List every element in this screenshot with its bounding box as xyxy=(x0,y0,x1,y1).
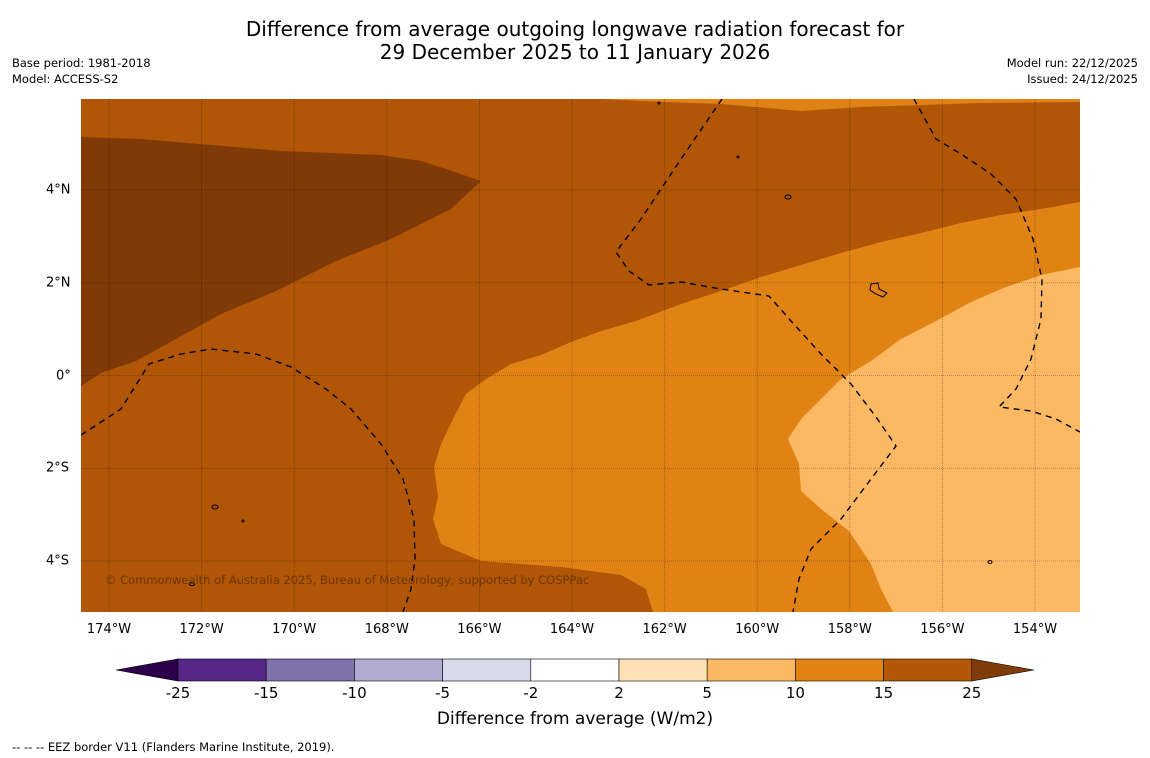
y-tick-label: 0° xyxy=(56,368,71,383)
colorbar-label: -15 xyxy=(253,684,279,702)
x-tick-label: 166°W xyxy=(457,622,502,637)
islands xyxy=(189,101,993,586)
eez-borders xyxy=(81,99,1080,612)
y-tick-label: 4°S xyxy=(46,553,70,569)
issued-date: Issued: 24/12/2025 xyxy=(1027,72,1138,86)
y-tick-label: 2°N xyxy=(46,275,71,291)
colorbar-swatch xyxy=(442,658,532,682)
colorbar-label: -10 xyxy=(342,684,367,702)
x-tick-label: 170°W xyxy=(272,622,317,637)
eez-border-1 xyxy=(81,348,416,612)
title-line-1: Difference from average outgoing longwav… xyxy=(245,17,905,41)
x-tick-label: 164°W xyxy=(549,622,595,637)
island-4 xyxy=(189,582,195,586)
base-period: Base period: 1981-2018 xyxy=(12,56,151,70)
x-tick-label: 168°W xyxy=(364,622,409,637)
colorbar-swatch xyxy=(265,658,355,682)
colorbar-label: -25 xyxy=(165,684,191,702)
footer-legend: -- -- -- EEZ border V11 (Flanders Marine… xyxy=(12,740,335,754)
y-tick-label: 2°S xyxy=(46,460,70,476)
island-5 xyxy=(987,560,993,564)
colorbar-label: 5 xyxy=(702,684,712,702)
eez-border-2 xyxy=(615,99,897,612)
model-run: Model run: 22/12/2025 xyxy=(1006,56,1138,70)
x-tick-label: 172°W xyxy=(179,622,224,637)
colorbar-label: 10 xyxy=(785,684,805,702)
region-25-plus xyxy=(81,137,481,386)
colorbar-label: 15 xyxy=(874,684,894,702)
colorbar-swatch xyxy=(530,658,620,682)
island-1 xyxy=(784,194,792,200)
colorbar-swatch xyxy=(795,658,884,682)
map-panel[interactable]: © Commonwealth of Australia 2025, Bureau… xyxy=(81,99,1080,612)
island-6 xyxy=(736,155,740,159)
title-line-2: 29 December 2025 to 11 January 2026 xyxy=(379,40,771,64)
colorbar-under-arrow xyxy=(115,658,179,682)
colorbar-label: 2 xyxy=(614,684,624,702)
island-2 xyxy=(869,282,888,298)
map-canvas xyxy=(81,99,1080,612)
y-tick-label: 4°N xyxy=(46,182,71,198)
colorbar-swatch xyxy=(354,658,443,682)
x-tick-label: 160°W xyxy=(735,622,780,637)
meta-left: Base period: 1981-2018 Model: ACCESS-S2 xyxy=(12,55,151,87)
colorbar-title: Difference from average (W/m2) xyxy=(436,709,714,729)
colorbar-label: 25 xyxy=(962,684,982,702)
x-tick-label: 154°W xyxy=(1012,622,1058,637)
meta-right: Model run: 22/12/2025 Issued: 24/12/2025 xyxy=(1007,55,1138,87)
x-tick-label: 162°W xyxy=(642,622,687,637)
island-3 xyxy=(211,504,219,510)
copyright-text: © Commonwealth of Australia 2025, Bureau… xyxy=(105,573,590,587)
island-8 xyxy=(241,519,245,523)
eez-border-3 xyxy=(913,99,1080,433)
colorbar-over-arrow xyxy=(971,658,1035,682)
chart-title: Difference from average outgoing longwav… xyxy=(0,18,1150,64)
colorbar-label: -5 xyxy=(435,684,451,702)
island-7 xyxy=(657,101,661,105)
x-tick-label: 174°W xyxy=(86,622,132,637)
colorbar-swatch xyxy=(706,658,796,682)
model-name: Model: ACCESS-S2 xyxy=(12,72,119,86)
graticule xyxy=(81,99,1080,612)
eez-dash-symbol: -- -- -- xyxy=(12,740,45,754)
eez-legend-text: EEZ border V11 (Flanders Marine Institut… xyxy=(47,740,335,754)
colorbar-swatch xyxy=(883,658,973,682)
x-tick-label: 158°W xyxy=(827,622,872,637)
colorbar xyxy=(115,658,1035,682)
colorbar-swatch xyxy=(618,658,708,682)
colorbar-swatch xyxy=(177,658,267,682)
colorbar-label: -2 xyxy=(523,684,539,702)
region-5-10 xyxy=(788,267,1080,612)
x-tick-label: 156°W xyxy=(920,622,965,637)
